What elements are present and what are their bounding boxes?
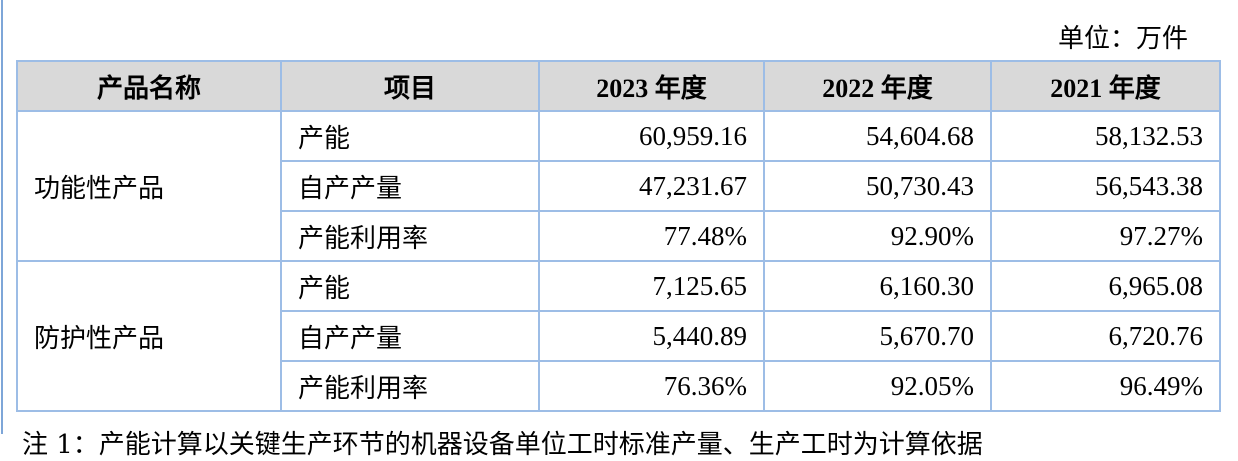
header-2022: 2022 年度: [763, 60, 992, 112]
value-cell: 54,604.68: [763, 110, 992, 162]
table-row: 防护性产品 产能 7,125.65 6,160.30 6,965.08: [16, 260, 1221, 412]
value-cell: 92.05%: [763, 360, 992, 412]
product-name: 防护性产品: [16, 260, 282, 412]
item-name: 自产产量: [280, 160, 540, 212]
item-name: 产能: [280, 260, 540, 312]
item-name: 自产产量: [280, 310, 540, 362]
value-cell: 7,125.65: [538, 260, 765, 312]
footnote: 注 1：产能计算以关键生产环节的机器设备单位工时标准产量、生产工时为计算依据: [22, 430, 983, 460]
value-cell: 5,670.70: [763, 310, 992, 362]
value-cell: 56,543.38: [990, 160, 1221, 212]
value-cell: 92.90%: [763, 210, 992, 262]
value-cell: 76.36%: [538, 360, 765, 412]
value-cell: 50,730.43: [763, 160, 992, 212]
header-row: 产品名称 项目 2023 年度 2022 年度 2021 年度: [16, 60, 1221, 112]
table-row: 产能利用率 77.48% 92.90% 97.27%: [17, 210, 1221, 262]
product-name: 功能性产品: [16, 110, 282, 262]
item-name: 产能利用率: [280, 360, 540, 412]
value-cell: 47,231.67: [538, 160, 765, 212]
header-product: 产品名称: [16, 60, 282, 112]
value-cell: 97.27%: [990, 210, 1221, 262]
value-cell: 96.49%: [990, 360, 1221, 412]
value-cell: 5,440.89: [538, 310, 765, 362]
table-row: 自产产量 47,231.67 50,730.43 56,543.38: [17, 160, 1221, 212]
value-cell: 6,965.08: [990, 260, 1221, 312]
value-cell: 60,959.16: [538, 110, 765, 162]
value-cell: 6,720.76: [990, 310, 1221, 362]
value-cell: 77.48%: [538, 210, 765, 262]
header-2021: 2021 年度: [990, 60, 1221, 112]
header-item: 项目: [280, 60, 540, 112]
header-2023: 2023 年度: [538, 60, 765, 112]
page-border: [1, 0, 3, 434]
capacity-table: 产品名称 项目 2023 年度 2022 年度 2021 年度 功能性产品 产能 6…: [16, 60, 1221, 412]
table-row: 自产产量 5,440.89 5,670.70 6,720.76: [17, 310, 1221, 362]
value-cell: 6,160.30: [763, 260, 992, 312]
item-name: 产能: [280, 110, 540, 162]
table-row: 产能利用率 76.36% 92.05% 96.49%: [17, 360, 1221, 412]
item-name: 产能利用率: [280, 210, 540, 262]
value-cell: 58,132.53: [990, 110, 1221, 162]
unit-label: 单位：万件: [1057, 24, 1188, 54]
table-row: 功能性产品 产能 60,959.16 54,604.68 58,132.53: [16, 110, 1221, 262]
